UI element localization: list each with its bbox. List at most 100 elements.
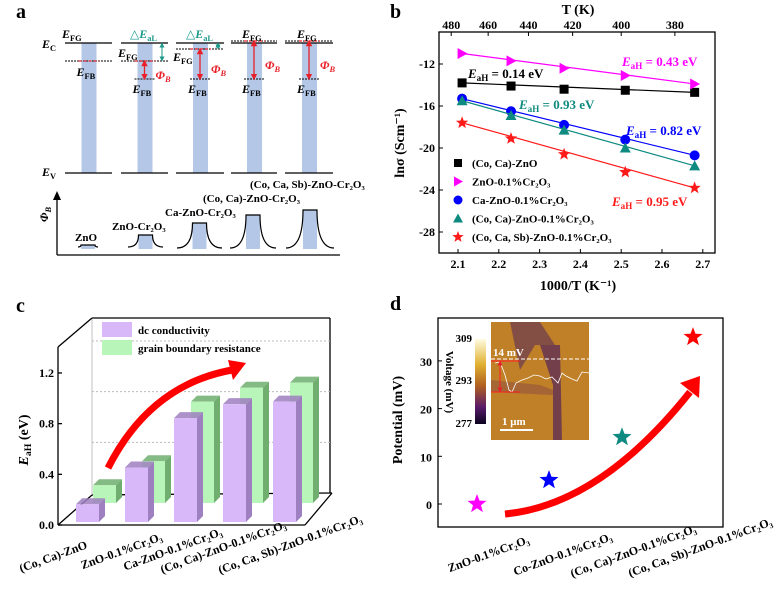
bar-front-face	[273, 401, 296, 522]
y-tick-label: 10	[420, 450, 432, 464]
symbol: E	[241, 27, 250, 41]
x-tick-label: 2.4	[573, 257, 588, 271]
subscript: FB	[141, 89, 152, 98]
legend-label: ZnO-0.1%Cr₂O₃	[472, 177, 551, 189]
data-point	[620, 70, 631, 82]
symbol: △E	[186, 27, 203, 41]
subscript: FB	[85, 72, 96, 81]
bar-side-face	[313, 376, 319, 503]
activation-energy-annotation: EaH = 0.95 eV	[611, 194, 688, 211]
legend-swatch	[102, 322, 132, 337]
subscript: B	[164, 75, 171, 84]
efb-label: EFB	[241, 82, 261, 98]
data-point	[688, 181, 701, 194]
data-point	[456, 95, 468, 106]
data-point	[689, 160, 701, 171]
panel-label-b: b	[390, 1, 401, 23]
colorbar-title: Voltage (mV)	[443, 351, 455, 414]
symbol: Φ	[211, 62, 221, 76]
scale-bar-label: 1 μm	[502, 416, 526, 428]
symbol: E	[172, 50, 181, 64]
x-tick-label: 2.5	[614, 257, 629, 271]
x-category-label: (Co, Ca)-ZnO	[17, 538, 89, 576]
legend-swatch	[102, 340, 132, 355]
data-point	[620, 85, 630, 95]
data-point-star	[612, 427, 632, 446]
grain-boundary-region	[510, 322, 555, 370]
panel-d-potential-plot: 0 10 20 30 Potential (mV) 14 mV 1 μm 309 293 277V…	[391, 317, 774, 580]
symbol: E	[241, 82, 250, 96]
activation-energy-annotation: EaH = 0.93 eV	[518, 97, 595, 114]
top-tick-label: 380	[666, 18, 684, 32]
text: = 0.14 eV	[488, 66, 544, 81]
symbol: Φ	[37, 212, 51, 222]
data-point	[558, 124, 570, 135]
legend-marker	[454, 176, 463, 187]
phi-b-label: ΦB	[265, 58, 280, 74]
text: = 0.43 eV	[642, 54, 698, 69]
activation-energy-annotation: EaH = 0.14 eV	[467, 66, 544, 83]
subscript: FG	[250, 34, 262, 43]
subscript: aH	[528, 104, 540, 114]
symbol: E	[61, 27, 70, 41]
y-tick-label: 0	[426, 498, 432, 512]
grain-boundary-region	[491, 380, 553, 395]
colorbar-tick-label: 293	[456, 375, 473, 387]
bar-top-face	[76, 498, 105, 505]
series-0: (Co, Ca)-ZnO EaH = 0.14 eV	[454, 66, 700, 170]
sample-label: ZnO	[75, 232, 97, 244]
subscript: FB	[196, 89, 207, 98]
top-tick-label: 460	[479, 18, 497, 32]
top-tick-label: 400	[612, 18, 630, 32]
symbol: E	[76, 65, 85, 79]
bar-side-face	[99, 498, 105, 522]
efg-label: EFG	[172, 50, 193, 66]
band-gap-bar	[81, 43, 97, 173]
barrier-fill-2	[138, 235, 153, 249]
symbol: E	[625, 123, 635, 138]
efb-label: EFB	[76, 65, 96, 81]
symbol: E	[296, 82, 305, 96]
phi-b-axis-label: ΦB	[37, 207, 53, 222]
data-point	[620, 134, 631, 145]
fit-line	[462, 52, 695, 85]
symbol: E	[187, 82, 196, 96]
grain-boundary-region	[540, 345, 562, 440]
legend-label: (Co, Ca)-ZnO-0.1%Cr₂O₃	[472, 214, 594, 226]
bar-top-face	[223, 398, 252, 405]
data-point	[559, 62, 570, 74]
text: = 0.95 eV	[632, 194, 688, 209]
efb-label: EFB	[296, 82, 316, 98]
bar-side-face	[214, 395, 220, 503]
sample-label: (Co, Ca)-ZnO-Cr₂O₃	[203, 193, 301, 205]
symbol: E	[621, 54, 631, 69]
subscript: B	[44, 207, 53, 214]
y-tick-label: 0.8	[39, 417, 54, 431]
symbol: E	[41, 165, 50, 179]
subscript: aL	[203, 34, 213, 43]
subscript: V	[50, 172, 56, 181]
y-tick-label: 0.0	[39, 518, 54, 532]
sample-label: ZnO-Cr₂O₃	[112, 221, 166, 233]
barrier-fill-3	[192, 223, 207, 249]
legend-label: (Co, Ca)-ZnO	[472, 158, 538, 170]
symbol: △E	[130, 27, 147, 41]
bar-side-face	[246, 398, 252, 522]
bar-side-face	[165, 455, 171, 503]
panel-label-a: a	[16, 1, 26, 23]
bar-side-face	[197, 412, 203, 522]
subscript: FG	[70, 34, 82, 43]
data-point	[690, 78, 701, 90]
symbol: E	[132, 82, 141, 96]
data-point	[557, 147, 571, 160]
top-left-edge	[57, 317, 93, 348]
fit-line	[461, 122, 695, 189]
panel-c-3d-bar-chart: 0.0 0.4 0.8 1.2 EaH (eV) dc conductivity grain…	[17, 317, 364, 577]
symbol: Φ	[265, 58, 275, 72]
delta-eal-label: △EaL	[186, 27, 213, 43]
x-tick-label: 2.1	[451, 257, 466, 271]
